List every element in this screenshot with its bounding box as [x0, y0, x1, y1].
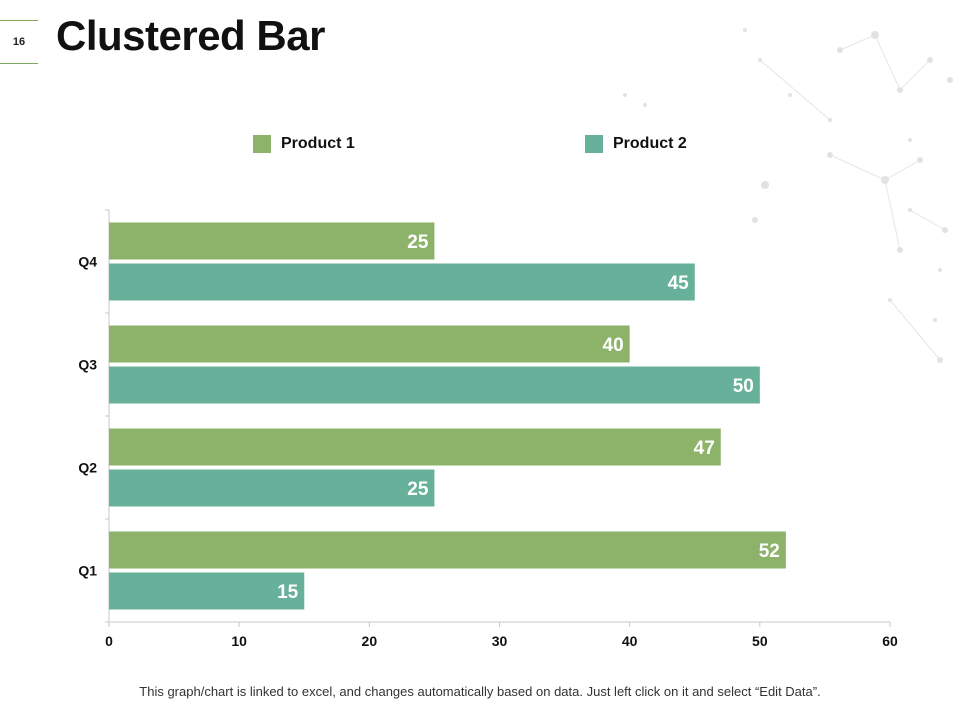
x-tick-label: 40: [622, 633, 638, 649]
y-category-label-q3: Q3: [78, 357, 97, 373]
bar-product-1-q1: [109, 531, 786, 569]
data-label: 47: [694, 438, 715, 459]
legend-label-product-2: Product 2: [613, 135, 687, 152]
y-category-label-q2: Q2: [78, 460, 97, 476]
data-label: 25: [407, 232, 429, 253]
data-label: 50: [733, 376, 754, 397]
bar-product-2-q2: [109, 469, 435, 507]
data-label: 45: [668, 273, 690, 294]
legend-swatch-product-2: [585, 135, 603, 153]
y-category-label-q1: Q1: [78, 563, 97, 579]
footnote: This graph/chart is linked to excel, and…: [139, 684, 821, 699]
legend-swatch-product-1: [253, 135, 271, 153]
data-label: 25: [407, 479, 429, 500]
x-tick-label: 30: [492, 633, 508, 649]
bar-product-1-q4: [109, 222, 435, 260]
slide-number: 16: [0, 20, 38, 64]
bar-product-2-q4: [109, 263, 695, 301]
legend-item-product-2: Product 2: [585, 134, 687, 154]
data-label: 52: [759, 541, 780, 562]
legend-item-product-1: Product 1: [253, 134, 355, 154]
x-tick-label: 20: [362, 633, 378, 649]
bar-product-1-q3: [109, 325, 630, 363]
data-label: 40: [603, 335, 624, 356]
page-title: Clustered Bar: [56, 12, 325, 59]
data-label: 15: [277, 582, 299, 603]
y-category-label-q4: Q4: [78, 254, 97, 270]
bar-product-2-q1: [109, 572, 305, 610]
x-tick-label: 50: [752, 633, 768, 649]
x-tick-label: 10: [231, 633, 247, 649]
x-tick-label: 0: [105, 633, 113, 649]
slide-number-text: 16: [12, 36, 26, 48]
bar-product-1-q2: [109, 428, 721, 466]
bar-product-2-q3: [109, 366, 760, 404]
x-tick-label: 60: [882, 633, 898, 649]
legend-label-product-1: Product 1: [281, 135, 355, 152]
